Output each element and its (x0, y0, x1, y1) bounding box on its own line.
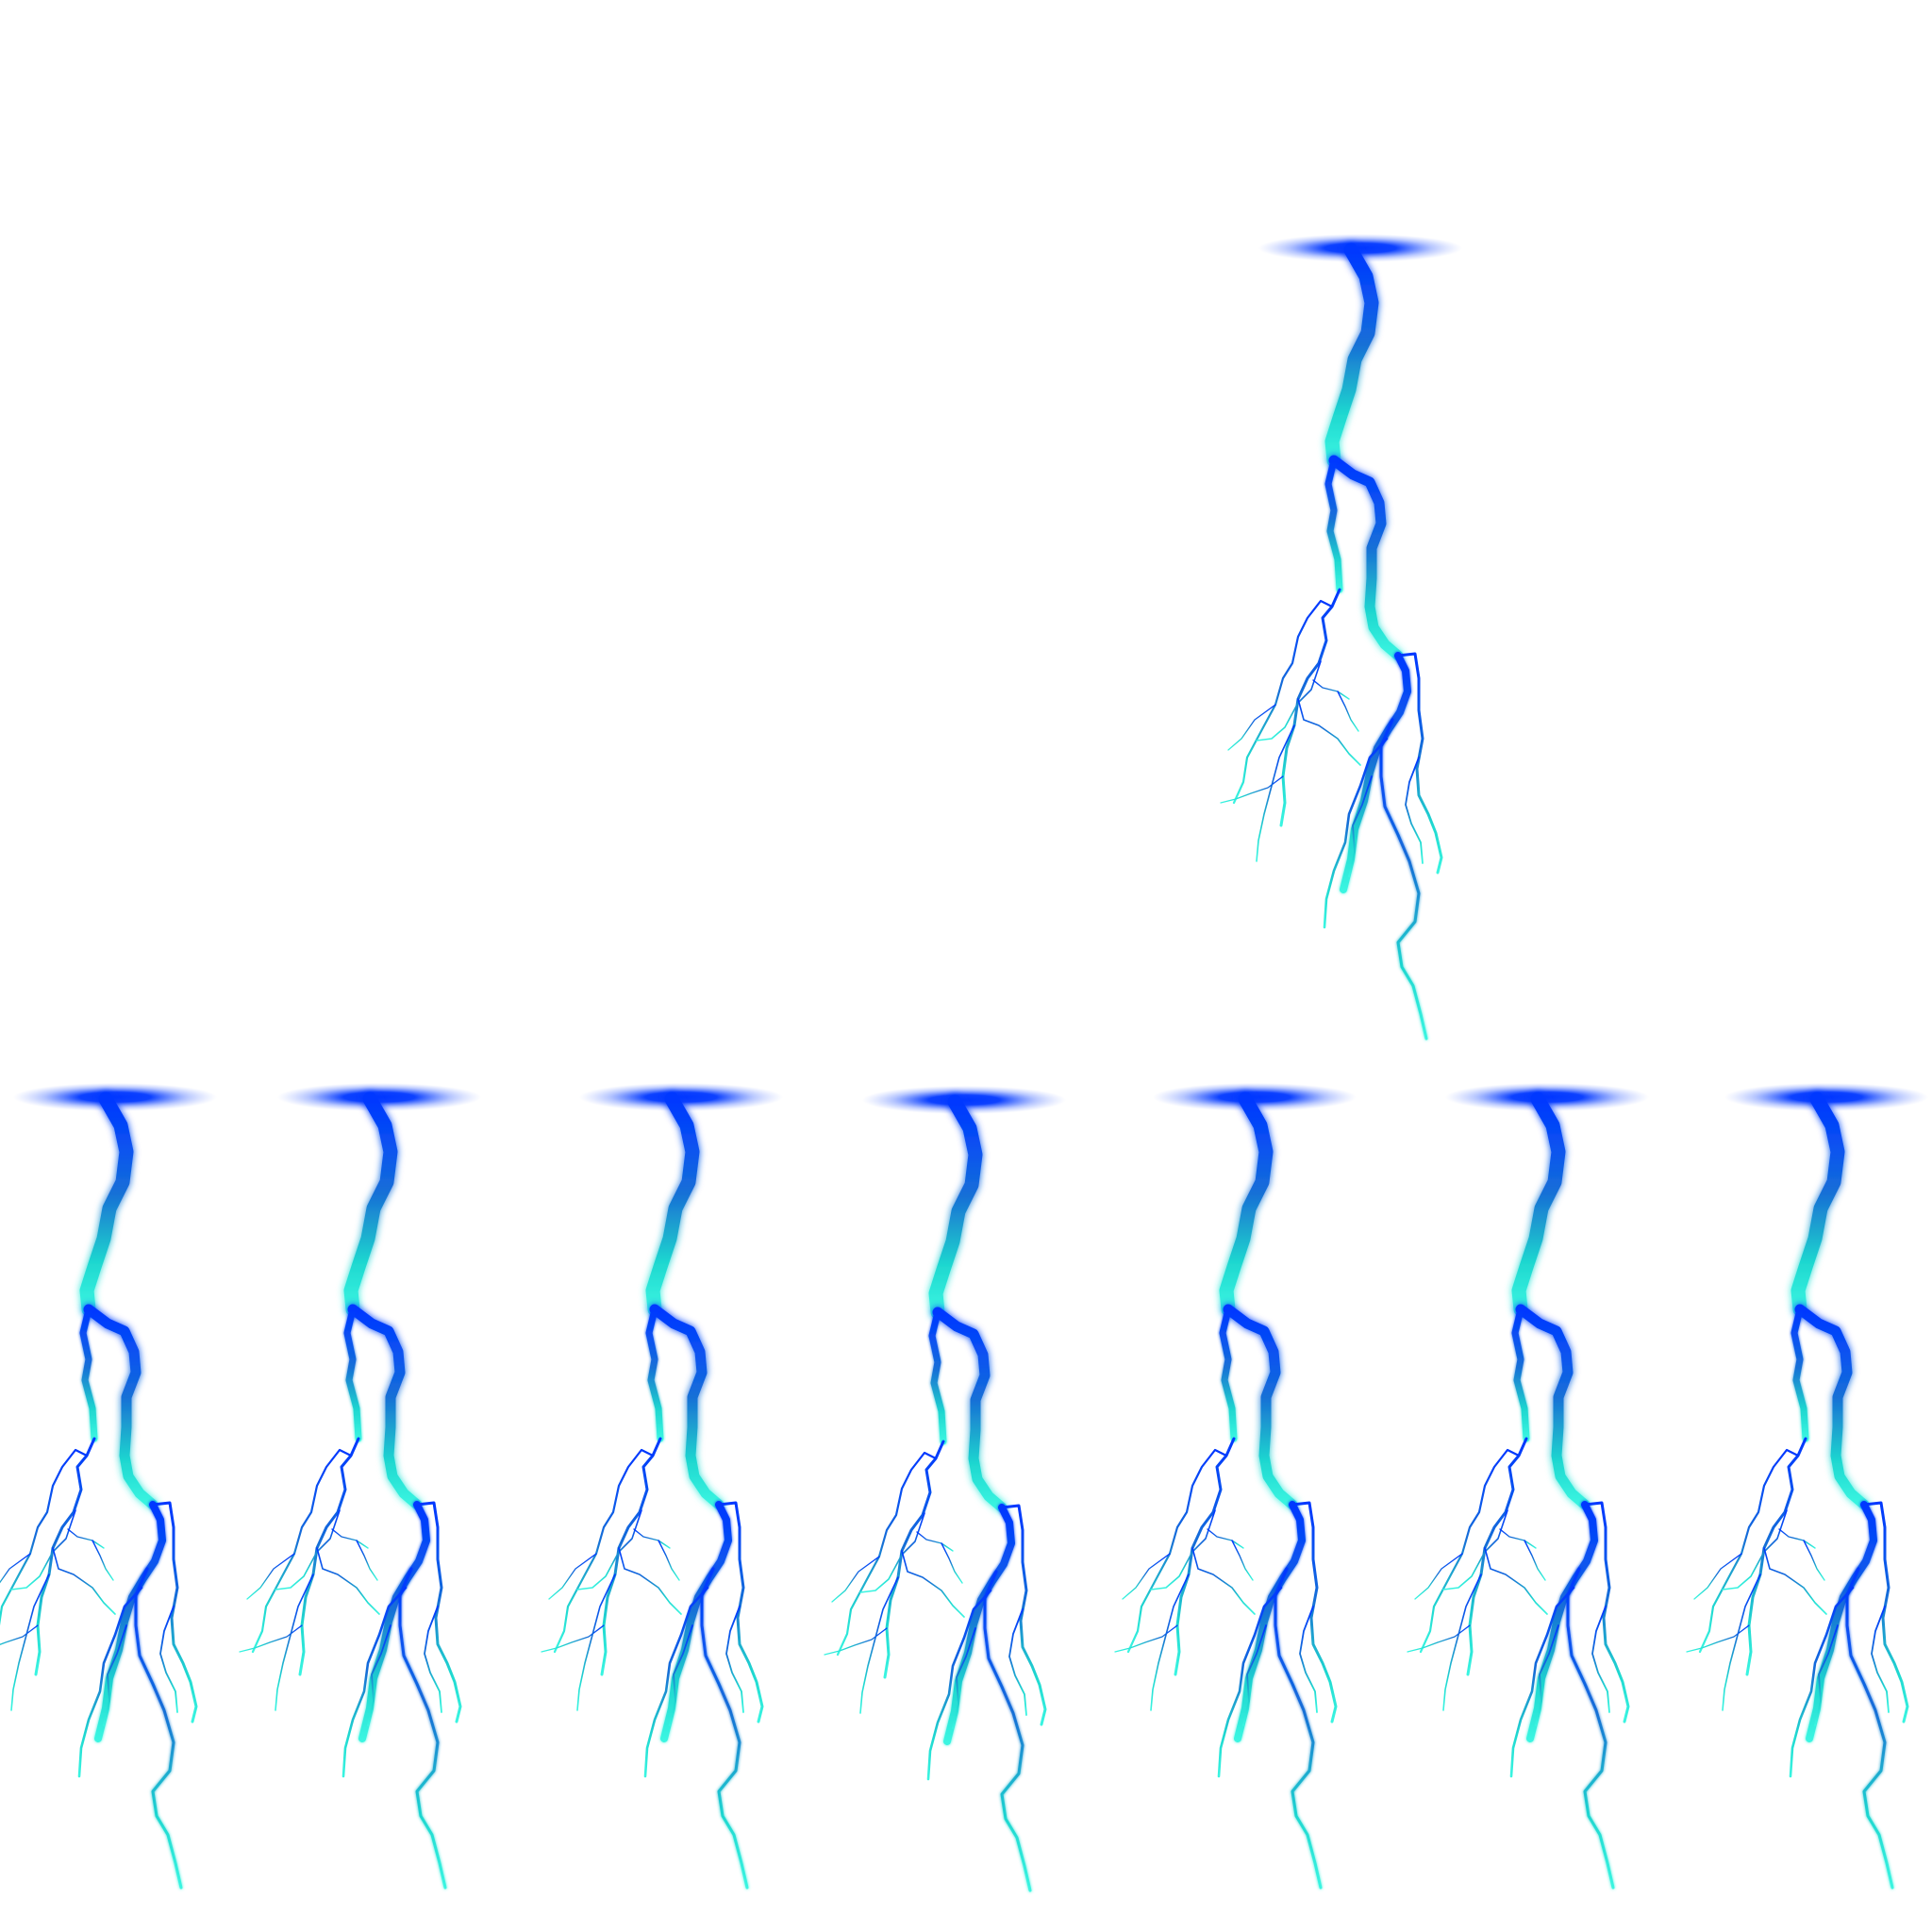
lightning-bolt-frame (1115, 1083, 1357, 1888)
lightning-bolt-frame (240, 1083, 481, 1888)
lightning-bolt-frame (1221, 234, 1462, 1039)
lightning-bolt-frame (1407, 1083, 1649, 1888)
lightning-bolt-frame (1687, 1083, 1928, 1888)
lightning-bolt-frame (541, 1083, 783, 1888)
lightning-bolt-frame (0, 1083, 217, 1888)
lightning-bolt-frame (824, 1086, 1066, 1890)
